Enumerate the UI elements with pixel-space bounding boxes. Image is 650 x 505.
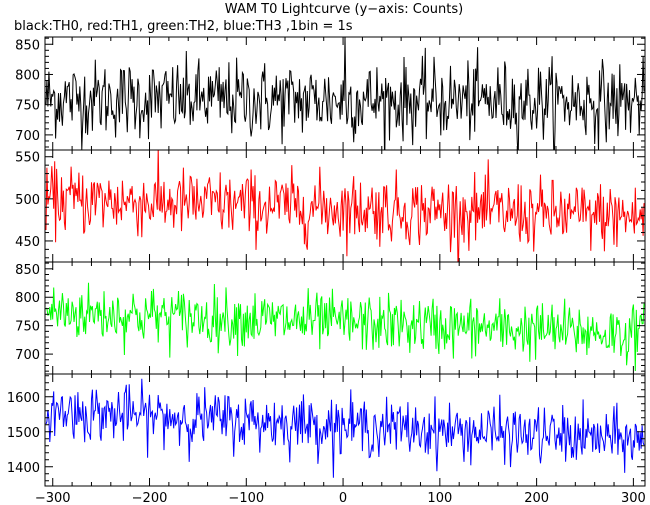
y-tick-label: 1500	[7, 426, 40, 441]
chart-title: WAM T0 Lightcurve (y−axis: Counts)	[225, 2, 463, 17]
x-axis: −300 −200 −100 0 100 200 300	[35, 491, 646, 505]
y-tick-label: 500	[15, 193, 40, 208]
panels-group: 700 750 800 850 450 500 550 700 750 800 850 1400 150…	[7, 36, 646, 487]
series-line-th0	[45, 37, 645, 150]
panel-frame	[44, 373, 646, 487]
y-tick-label: 750	[15, 320, 40, 335]
y-tick-label: 850	[15, 263, 40, 278]
panel-th0: 700 750 800 850	[15, 36, 646, 151]
series-line-th1	[45, 150, 645, 262]
panel-th2: 700 750 800 850	[15, 261, 646, 375]
x-tick-label: −300	[35, 491, 71, 505]
x-tick-label: 300	[621, 491, 646, 505]
series-line-th3	[45, 378, 645, 478]
y-tick-label: 700	[15, 348, 40, 363]
x-tick-label: −100	[228, 491, 264, 505]
y-tick-label: 550	[15, 151, 40, 166]
series-line-th2	[45, 282, 645, 372]
x-tick-label: −200	[132, 491, 168, 505]
x-tick-label: 100	[427, 491, 452, 505]
y-tick-label: 1600	[7, 391, 40, 406]
y-tick-label: 800	[15, 68, 40, 83]
x-tick-label: 0	[339, 491, 347, 505]
y-tick-label: 750	[15, 99, 40, 114]
y-tick-label: 700	[15, 129, 40, 144]
y-tick-label: 1400	[7, 461, 40, 476]
chart-subtitle: black:TH0, red:TH1, green:TH2, blue:TH3 …	[14, 19, 353, 34]
panel-th3: 1400 1500 1600	[7, 373, 646, 487]
y-tick-label: 450	[15, 235, 40, 250]
y-tick-label: 850	[15, 38, 40, 53]
y-tick-label: 800	[15, 291, 40, 306]
x-tick-label: 200	[524, 491, 549, 505]
panel-th1: 450 500 550	[15, 149, 646, 263]
panel-frame	[44, 149, 646, 263]
